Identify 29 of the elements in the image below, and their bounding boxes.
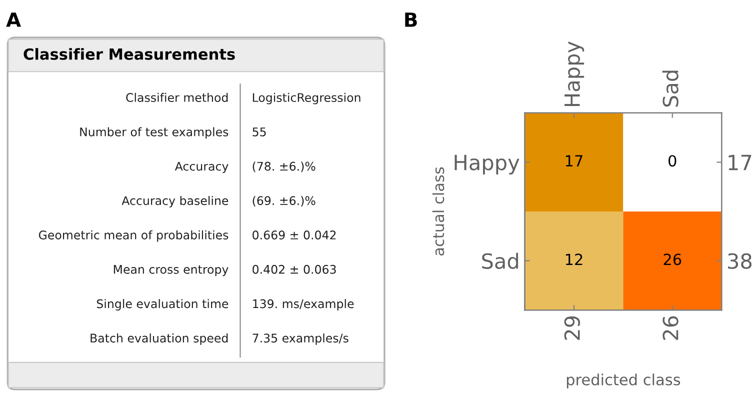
data-label: 26	[664, 254, 682, 266]
category-label: Number of test examples	[80, 127, 228, 139]
x-axis-title: predicted class	[566, 374, 680, 388]
y2-tick-label: 17	[728, 154, 752, 170]
text: (69. ±6.)%	[252, 196, 316, 206]
data-label: 17	[566, 155, 582, 166]
text: 26	[662, 316, 678, 340]
text: A	[6, 12, 21, 27]
text: (78. ±6.)%	[252, 162, 316, 172]
category-label: Accuracy baseline	[122, 196, 228, 208]
data-label: 0	[668, 155, 676, 167]
category-label: Single evaluation time	[96, 299, 228, 310]
text: B	[405, 12, 417, 27]
text: 7.35 examples/s	[252, 333, 348, 345]
text: 0.669 ± 0.042	[252, 230, 336, 240]
text: 55	[252, 128, 266, 136]
y-axis-title: actual class	[432, 167, 444, 256]
category-label: Batch evaluation speed	[90, 333, 228, 345]
category-label: Geometric mean of probabilities	[38, 230, 228, 242]
y2-tick-label: 38	[728, 253, 752, 269]
category-label: Accuracy	[174, 162, 228, 174]
text: LogisticRegression	[252, 92, 360, 104]
text: 29	[564, 316, 580, 340]
text: 0.402 ± 0.063	[252, 264, 336, 274]
category-label: Mean cross entropy	[114, 265, 228, 276]
data-label: 12	[566, 254, 582, 265]
text: 139. ms/example	[253, 299, 354, 310]
text: Classifier Measurements	[24, 48, 235, 60]
category-label: Classifier method	[126, 92, 228, 102]
